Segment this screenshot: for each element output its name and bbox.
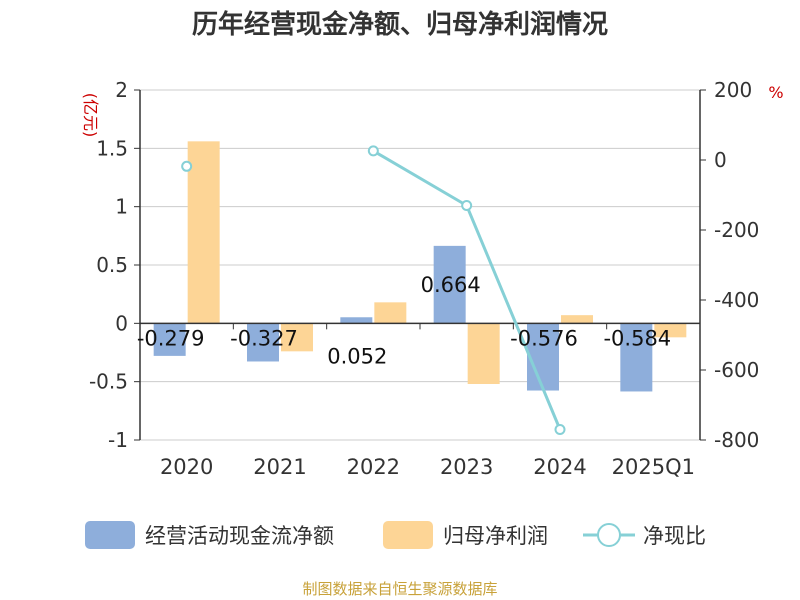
grid-layer xyxy=(140,89,700,441)
right-tick-label: -600 xyxy=(714,358,759,382)
cashflow-bar xyxy=(527,323,559,391)
label-layer: -0.279 -0.327 0.052 0.664 -0.576 -0.584 xyxy=(137,273,671,368)
right-tick-label: -400 xyxy=(714,288,759,312)
bar-data-label: -0.584 xyxy=(603,326,671,350)
right-tick-label: 0 xyxy=(714,148,727,172)
bar-data-label: -0.279 xyxy=(137,326,205,350)
x-tick-label: 2024 xyxy=(533,455,586,479)
chart-title: 历年经营现金净额、归母净利润情况 xyxy=(191,10,608,40)
left-tick-label: -0.5 xyxy=(89,370,128,394)
bar-data-label: 0.052 xyxy=(327,344,387,368)
legend-swatch-cashflow xyxy=(85,521,135,549)
ratio-point xyxy=(181,160,193,172)
left-tick-label: -1 xyxy=(108,428,128,452)
right-tick-label: -800 xyxy=(714,428,759,452)
right-tick-label: 200 xyxy=(714,78,752,102)
x-tick-label: 2023 xyxy=(440,455,493,479)
net-profit-bar xyxy=(374,302,407,324)
net-profit-bar xyxy=(467,323,500,384)
bar-data-label: -0.327 xyxy=(230,326,298,350)
legend-layer: 经营活动现金流净额 归母净利润 净现比 xyxy=(85,521,706,549)
cashflow-bar xyxy=(433,245,466,324)
x-tick-label: 2021 xyxy=(253,455,306,479)
ratio-point xyxy=(461,200,473,211)
left-tick-label: 1 xyxy=(115,195,128,219)
cashflow-bar xyxy=(153,323,186,356)
line-layer xyxy=(181,145,566,435)
bar-data-label: -0.576 xyxy=(510,326,578,350)
net-profit-bar xyxy=(281,323,313,352)
x-tick-label: 2025Q1 xyxy=(612,455,695,479)
legend-label-ratio: 净现比 xyxy=(643,524,706,548)
axis-layer: 2 1.5 1 0.5 0 -0.5 -1 200 0 -200 -400 -600 -800 2020 2… xyxy=(81,78,784,479)
left-tick-label: 2 xyxy=(115,78,128,102)
x-tick-label: 2020 xyxy=(160,455,213,479)
bar-layer xyxy=(153,141,687,392)
legend-swatch-net-profit xyxy=(383,521,433,549)
legend-label-net-profit: 归母净利润 xyxy=(443,524,548,548)
cashflow-bar xyxy=(340,317,373,324)
net-profit-bar xyxy=(654,323,687,338)
source-note: 制图数据来自恒生聚源数据库 xyxy=(302,580,498,598)
left-tick-label: 0 xyxy=(115,311,128,335)
net-profit-bar xyxy=(187,141,220,324)
left-tick-label: 0.5 xyxy=(96,253,128,277)
legend-swatch-ratio-point xyxy=(597,523,621,547)
ratio-point xyxy=(367,145,379,157)
cashflow-bar xyxy=(620,323,653,392)
bar-data-label: 0.664 xyxy=(421,273,481,297)
net-profit-bar xyxy=(561,315,593,324)
right-tick-label: -200 xyxy=(714,218,759,242)
cashflow-bar xyxy=(247,323,279,362)
right-axis-unit-label: % xyxy=(768,83,783,102)
ratio-point xyxy=(554,424,566,435)
left-tick-label: 1.5 xyxy=(96,136,128,160)
left-axis-unit-label: (亿元) xyxy=(81,93,100,138)
legend-label-cashflow: 经营活动现金流净额 xyxy=(145,524,334,548)
x-tick-label: 2022 xyxy=(347,455,400,479)
